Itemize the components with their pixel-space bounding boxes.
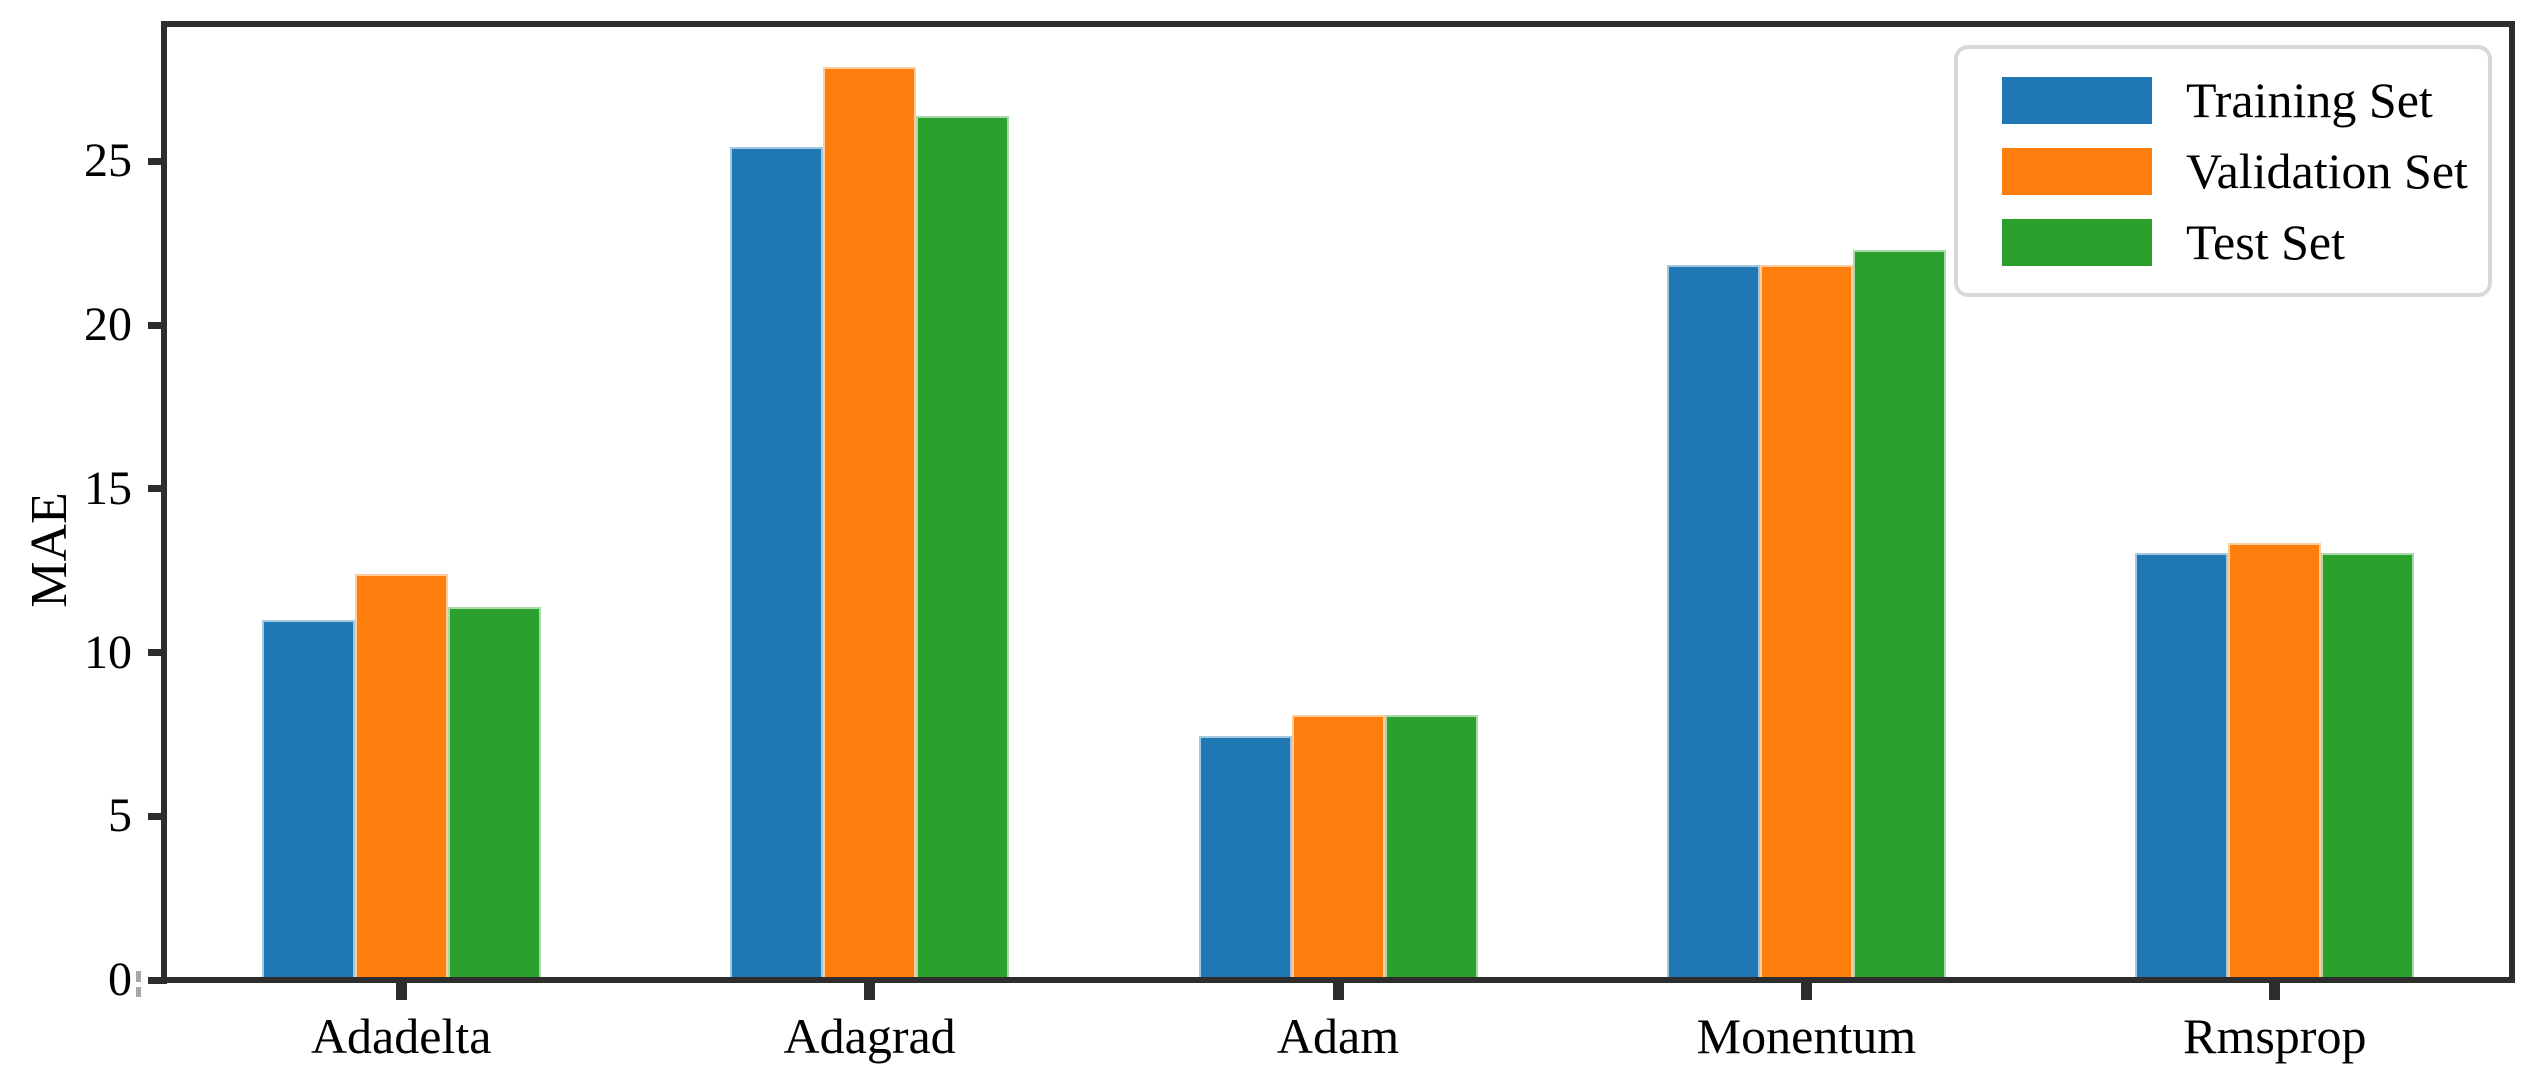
bar-rmsprop-training-set (2135, 552, 2229, 977)
y-tick-mark (148, 976, 167, 984)
x-tick-label-adagrad: Adagrad (783, 1008, 956, 1064)
x-tick-label-rmsprop: Rmsprop (2183, 1008, 2367, 1064)
x-tick-label-adam: Adam (1276, 1008, 1400, 1064)
bar-adadelta-training-set (261, 620, 355, 977)
legend-item-validation-set: Validation Set (1958, 141, 2488, 201)
legend-box: Training Set Validation Set Test Set (1954, 45, 2492, 297)
bar-rmsprop-validation-set (2228, 543, 2322, 977)
legend-label: Training Set (2186, 72, 2433, 128)
bar-monentum-training-set (1666, 264, 1760, 977)
bar-rmsprop-test-set (2321, 552, 2415, 977)
bar-adadelta-test-set (447, 606, 541, 977)
y-tick-mark (148, 321, 167, 329)
x-tick-mark (2269, 983, 2281, 1000)
legend-item-test-set: Test Set (1958, 212, 2488, 272)
bar-adam-test-set (1384, 715, 1478, 977)
y-tick-mark (148, 485, 167, 493)
bar-adam-training-set (1198, 736, 1292, 977)
y-tick-mark (148, 157, 167, 165)
bar-adam-validation-set (1291, 715, 1385, 977)
bar-monentum-test-set (1852, 249, 1946, 977)
legend-label: Test Set (2186, 214, 2345, 270)
x-tick-mark (1332, 983, 1344, 1000)
y-tick-label: 10 (84, 625, 132, 679)
bar-adagrad-test-set (916, 115, 1010, 977)
legend-swatch (2002, 218, 2152, 266)
x-tick-mark (864, 983, 876, 1000)
y-tick-mark (148, 812, 167, 820)
x-tick-mark (395, 983, 407, 1000)
legend-label: Validation Set (2186, 143, 2468, 199)
bar-monentum-validation-set (1759, 264, 1853, 977)
zero-dash-artifact-bottom (136, 987, 141, 997)
y-tick-label: 15 (84, 461, 132, 515)
legend-swatch (2002, 76, 2152, 124)
zero-dash-artifact-top (136, 971, 141, 982)
bar-adadelta-validation-set (354, 574, 448, 977)
bar-adagrad-validation-set (823, 66, 917, 977)
y-axis-label: MAE (21, 492, 78, 608)
y-tick-label: 0 (108, 953, 132, 1006)
y-tick-label: 5 (108, 789, 132, 843)
y-tick-label: 20 (84, 298, 132, 352)
x-tick-label-monentum: Monentum (1696, 1008, 1917, 1064)
x-tick-label-adadelta: Adadelta (310, 1008, 492, 1064)
legend-item-training-set: Training Set (1958, 70, 2488, 130)
bars-layer (167, 27, 2509, 977)
legend-swatch (2002, 147, 2152, 195)
bar-adagrad-training-set (730, 146, 824, 977)
y-tick-mark (148, 649, 167, 656)
y-tick-label: 25 (84, 134, 132, 188)
x-tick-mark (1800, 983, 1812, 1000)
